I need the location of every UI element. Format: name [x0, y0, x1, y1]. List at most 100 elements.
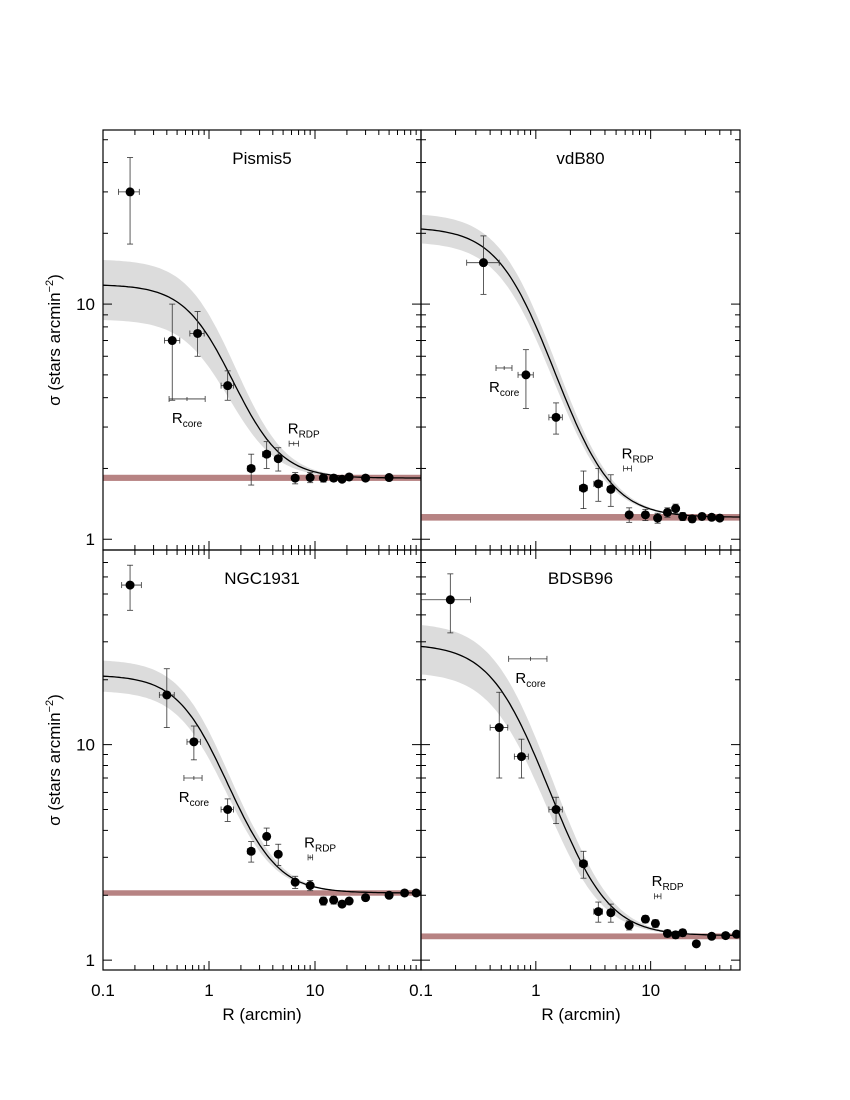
panel-bdsb96-point-0-marker — [445, 595, 455, 605]
panel-vdb80-point-0-marker — [478, 258, 488, 268]
panel-ngc1931-point-2 — [186, 725, 201, 761]
panel-vdb80-point-7 — [640, 508, 650, 522]
panel-vdb80-point-3-marker — [578, 483, 588, 493]
panel-ngc1931-point-15-marker — [400, 888, 410, 898]
panel-vdb80-uncertainty-band — [421, 214, 740, 518]
panel-pismis5-background-band — [103, 474, 421, 481]
panel-pismis5-point-13 — [361, 473, 371, 483]
panel-pismis5-core-label-main: R — [172, 410, 183, 427]
panel-bdsb96-point-13-marker — [691, 939, 701, 949]
panel-pismis5-point-5 — [262, 441, 272, 469]
panel-ngc1931-frame — [102, 549, 422, 971]
panel-bdsb96-point-14-marker — [707, 931, 717, 941]
panel-bdsb96-point-7-marker — [624, 920, 634, 930]
y-axis-label-top-close: ) — [45, 274, 64, 280]
panel-bdsb96-rdp-label: RRDP — [652, 873, 684, 893]
panel-bdsb96-point-0 — [421, 573, 471, 634]
panel-bdsb96-point-8-marker — [640, 914, 650, 924]
panel-bdsb96-point-11-marker — [671, 930, 681, 940]
panel-pismis5-ytick-label: 1 — [86, 530, 95, 549]
panel-bdsb96-frame — [420, 549, 741, 971]
panel-pismis5-point-2 — [189, 311, 205, 357]
panel-ngc1931-point-5 — [262, 827, 272, 846]
panel-pismis5-uncertainty-band — [103, 260, 421, 478]
panel-pismis5-point-9-marker — [318, 473, 328, 483]
panels: Rcore RRDPPismis5110RcoreRRDPvdB80RcoreRR… — [76, 129, 741, 1000]
panel-vdb80-background-band — [421, 514, 740, 521]
panel-pismis5-point-8-marker — [305, 473, 315, 483]
panel-bdsb96-rdp-label-main: R — [652, 873, 663, 890]
panel-ngc1931-point-7-marker — [290, 877, 300, 887]
panel-pismis5-plot — [103, 157, 421, 486]
panel-pismis5-point-9 — [318, 473, 328, 483]
panel-ngc1931-core-label-main: R — [179, 789, 190, 806]
panel-vdb80-point-10 — [671, 503, 681, 514]
panel-ngc1931-rdp-label: RRDP — [304, 834, 336, 854]
panel-bdsb96-point-12-marker — [678, 928, 688, 938]
panel-bdsb96-point-14 — [707, 931, 717, 941]
panel-vdb80-point-13-marker — [697, 511, 707, 521]
panel-vdb80-point-5-marker — [606, 484, 616, 494]
panel-ngc1931-point-7 — [290, 875, 300, 889]
panel-vdb80-rdp-label: RRDP — [622, 445, 654, 465]
panel-pismis5-point-4 — [246, 453, 256, 486]
panel-ngc1931-point-16-marker — [411, 888, 421, 898]
panel-vdb80-point-1-marker — [521, 370, 531, 380]
panel-bdsb96-point-3 — [548, 796, 563, 825]
panel-bdsb96-core-marker: Rcore — [508, 655, 548, 690]
panel-pismis5-point-7 — [290, 472, 300, 485]
panel-ngc1931-plot — [103, 564, 421, 909]
panel-ngc1931-rdp-label-main: R — [304, 834, 315, 851]
panel-bdsb96-xtick-label: 10 — [641, 981, 660, 1000]
panel-vdb80-core-marker: Rcore — [489, 364, 520, 399]
panel-ngc1931-point-8-marker — [305, 880, 315, 890]
panel-bdsb96-point-13 — [691, 939, 701, 949]
panel-ngc1931-ticks — [102, 549, 422, 971]
panel-ngc1931-point-8 — [305, 880, 315, 892]
panel-ngc1931-point-0 — [121, 564, 142, 611]
panel-bdsb96-point-10-marker — [662, 928, 672, 938]
panel-vdb80-core-label: Rcore — [489, 379, 520, 399]
panel-vdb80-point-0 — [466, 235, 500, 295]
panel-bdsb96-point-15 — [721, 931, 731, 941]
panel-pismis5-ytick-label: 10 — [76, 295, 95, 314]
panel-ngc1931-rdp-marker: RRDP — [304, 834, 336, 861]
panel-ngc1931-point-6 — [273, 843, 283, 866]
panel-pismis5-rdp-marker: RRDP — [288, 421, 320, 447]
panel-ngc1931-core-marker: Rcore — [179, 775, 209, 809]
panel-vdb80-point-15 — [715, 513, 725, 523]
panel-pismis5-point-11 — [337, 474, 347, 484]
panel-pismis5-ticks — [102, 130, 422, 551]
panel-ngc1931-point-1 — [158, 668, 175, 728]
panel-vdb80-point-11 — [678, 511, 688, 522]
panel-ngc1931-point-9-marker — [318, 896, 328, 906]
panel-ngc1931-uncertainty-band — [103, 660, 421, 893]
panel-ngc1931-point-4 — [246, 841, 256, 863]
panel-ngc1931-point-5-marker — [262, 831, 272, 841]
panel-vdb80-point-13 — [697, 511, 707, 521]
panel-vdb80-core-label-sub: core — [500, 388, 520, 399]
panel-vdb80-point-8 — [653, 512, 663, 524]
panel-pismis5-point-12-marker — [344, 472, 354, 482]
panel-ngc1931-xtick-label: 0.1 — [91, 981, 115, 1000]
panel-pismis5-point-14 — [384, 473, 394, 483]
panel-bdsb96-core-label: Rcore — [515, 670, 546, 690]
panel-ngc1931-point-13-marker — [361, 893, 371, 903]
y-axis-label-bottom-sup: −2 — [44, 700, 56, 713]
panel-vdb80-point-2 — [548, 402, 563, 435]
panel-vdb80-point-12-marker — [687, 514, 697, 524]
panel-vdb80-point-12 — [687, 514, 697, 524]
panel-vdb80-point-1 — [517, 349, 534, 409]
panel-vdb80-point-14-marker — [707, 512, 717, 522]
panel-vdb80-point-4-marker — [593, 479, 603, 489]
panel-ngc1931-point-0-marker — [125, 580, 135, 590]
panel-bdsb96-point-4-marker — [578, 859, 588, 869]
panel-bdsb96-point-2 — [513, 738, 529, 779]
panel-bdsb96-point-6-marker — [606, 908, 616, 918]
panel-bdsb96-core-label-main: R — [515, 670, 526, 687]
panel-pismis5-point-0 — [118, 157, 140, 245]
panel-pismis5-core-label: Rcore — [172, 410, 203, 430]
panel-bdsb96-point-8 — [640, 914, 650, 924]
panel-bdsb96-point-9 — [650, 918, 660, 928]
